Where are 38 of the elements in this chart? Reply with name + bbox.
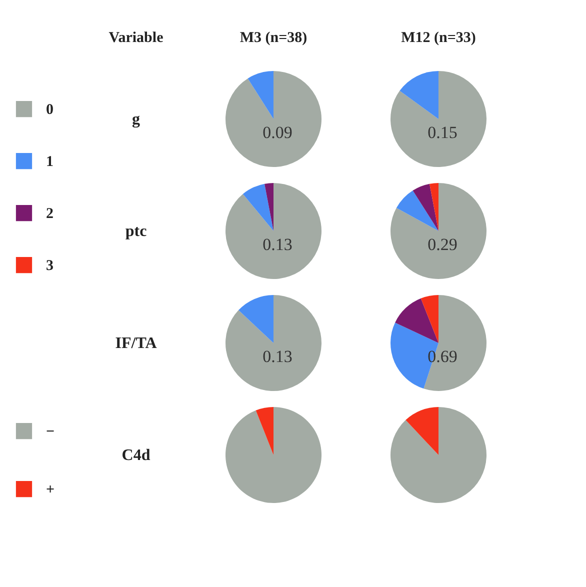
text: g xyxy=(132,111,140,128)
legend-label: 2 xyxy=(46,206,54,222)
text: IF/TA xyxy=(115,335,158,352)
text: Variable xyxy=(108,30,164,46)
pie-slice xyxy=(248,71,274,119)
text: 0.13 xyxy=(262,347,292,366)
pie-slice xyxy=(238,295,274,343)
legend-label: 3 xyxy=(46,258,54,274)
pie-slice xyxy=(406,407,438,455)
text: 0.29 xyxy=(428,235,458,254)
pie-slice xyxy=(256,407,274,455)
text: ptc xyxy=(125,223,147,240)
text: M3 (n=38) xyxy=(240,30,308,46)
pie-slice xyxy=(412,184,438,231)
legend-label: 1 xyxy=(46,154,54,170)
pie-slice xyxy=(400,71,438,119)
pie-slice xyxy=(395,298,438,343)
pie-slice xyxy=(430,183,438,231)
pie-slice xyxy=(226,183,322,279)
pie-slice xyxy=(390,407,486,503)
pie-slice xyxy=(424,295,486,391)
text: 0.13 xyxy=(262,235,292,254)
text: C4d xyxy=(122,447,150,464)
pie-slice xyxy=(396,190,438,231)
text: 0.15 xyxy=(428,123,458,142)
pie-slice xyxy=(390,71,486,167)
pie-slice xyxy=(420,295,438,343)
text: M12 (n=33) xyxy=(401,30,476,46)
text: 0.09 xyxy=(262,123,292,142)
pie-slice xyxy=(226,407,322,503)
pie-slice xyxy=(264,183,274,231)
legend-label: + xyxy=(46,482,55,498)
legend-label: 0 xyxy=(46,102,54,118)
pie-slice xyxy=(390,183,486,279)
legend-label: − xyxy=(46,424,55,440)
pie-slice xyxy=(242,184,274,231)
pie-slice xyxy=(226,295,322,391)
pie-slice xyxy=(226,71,322,167)
